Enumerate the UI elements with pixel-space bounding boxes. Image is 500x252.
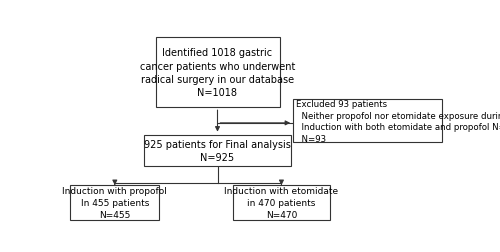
Text: Excluded 93 patients
  Neither propofol nor etomidate exposure during induction : Excluded 93 patients Neither propofol no… bbox=[296, 99, 500, 144]
Text: 925 patients for Final analysis
N=925: 925 patients for Final analysis N=925 bbox=[144, 139, 291, 162]
Text: Induction with etomidate
in 470 patients
N=470: Induction with etomidate in 470 patients… bbox=[224, 187, 338, 219]
Bar bbox=[70, 185, 160, 220]
Bar bbox=[293, 100, 442, 143]
Text: Identified 1018 gastric
cancer patients who underwent
radical surgery in our dat: Identified 1018 gastric cancer patients … bbox=[140, 48, 295, 98]
Bar bbox=[144, 135, 291, 166]
Bar bbox=[233, 185, 330, 220]
Text: Induction with propofol
In 455 patients
N=455: Induction with propofol In 455 patients … bbox=[62, 187, 167, 219]
Bar bbox=[156, 38, 280, 108]
